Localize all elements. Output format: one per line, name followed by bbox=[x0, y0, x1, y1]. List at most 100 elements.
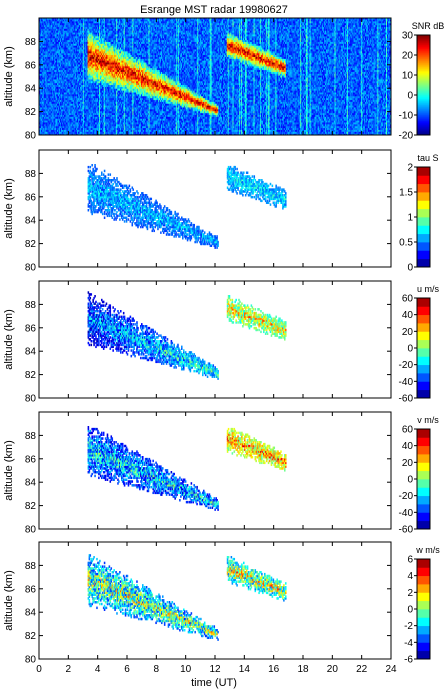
colorbar-swatch bbox=[417, 512, 430, 522]
colorbar-swatch bbox=[417, 437, 430, 447]
colorbar-swatch bbox=[417, 175, 430, 185]
colorbar-units-label: tau S bbox=[417, 153, 438, 163]
colorbar-swatch bbox=[417, 97, 430, 100]
y-tick-label: 80 bbox=[25, 525, 37, 536]
heatmap-SNR bbox=[39, 18, 391, 135]
colorbar-swatch bbox=[417, 121, 430, 124]
colorbar-frame bbox=[416, 34, 431, 136]
y-tick-label: 86 bbox=[25, 192, 37, 203]
heatmap-w bbox=[87, 554, 287, 641]
heatmap-v bbox=[87, 426, 287, 511]
colorbar-swatch bbox=[417, 103, 430, 106]
colorbar-tick-label: -20 bbox=[399, 491, 414, 502]
colorbar-swatch bbox=[417, 454, 430, 463]
colorbar-swatch bbox=[417, 113, 430, 116]
colorbar-swatch bbox=[417, 101, 430, 104]
plot-area-w bbox=[39, 542, 391, 659]
colorbar-swatch bbox=[417, 306, 430, 316]
colorbar-swatch bbox=[417, 67, 430, 70]
y-tick-label: 88 bbox=[25, 300, 37, 311]
colorbar-tick-label: 0.5 bbox=[399, 238, 413, 249]
y-tick-label: 80 bbox=[25, 655, 37, 666]
colorbar-swatch bbox=[417, 119, 430, 122]
colorbar-swatch bbox=[417, 200, 430, 210]
colorbar-tick-label: -6 bbox=[404, 655, 413, 666]
colorbar-tick-label: -60 bbox=[399, 394, 414, 405]
colorbar-tick-label: 0 bbox=[407, 344, 413, 355]
y-axis-label: altitude (km) bbox=[3, 570, 15, 631]
panel-v: 80 82 84 86 88 altitude (km) -60 -40 -20 0 20 40 60v… bbox=[3, 411, 439, 536]
panel-w: 0 2 4 6 8 10 12 14 16 18 20 22 248082848688altitude … bbox=[3, 541, 440, 675]
colorbar-swatch bbox=[417, 39, 430, 42]
x-tick-label: 18 bbox=[297, 664, 309, 675]
colorbar-swatch bbox=[417, 125, 430, 128]
colorbar-tick-label: 0 bbox=[407, 605, 413, 616]
x-tick-label: 20 bbox=[327, 664, 339, 675]
y-tick-label: 82 bbox=[25, 631, 37, 642]
colorbar-swatch bbox=[417, 445, 430, 455]
colorbar-tick-label: 0 bbox=[407, 91, 413, 102]
colorbar-swatch bbox=[417, 71, 430, 74]
colorbar-swatch bbox=[417, 63, 430, 66]
colorbar-swatch bbox=[417, 105, 430, 108]
heatmap-u bbox=[87, 291, 287, 380]
x-tick-label: 16 bbox=[268, 664, 280, 675]
colorbar-swatch bbox=[417, 208, 430, 218]
colorbar-swatch bbox=[417, 49, 430, 52]
colorbar-tick-label: -40 bbox=[399, 377, 414, 388]
colorbar-swatch bbox=[417, 61, 430, 64]
colorbar-swatch bbox=[417, 479, 430, 488]
colorbar-swatch bbox=[417, 373, 430, 382]
x-tick-label: 0 bbox=[36, 664, 42, 675]
colorbar-swatch bbox=[417, 250, 430, 260]
colorbar-tick-label: 1.5 bbox=[399, 188, 413, 199]
colorbar-swatch bbox=[417, 592, 430, 602]
colorbar-swatch bbox=[417, 217, 430, 226]
colorbar-tick-label: 30 bbox=[402, 31, 414, 42]
colorbar-swatch bbox=[417, 625, 430, 635]
colorbar-swatch bbox=[417, 133, 430, 136]
colorbar-swatch bbox=[417, 73, 430, 76]
x-tick-label: 6 bbox=[124, 664, 130, 675]
x-tick-label: 14 bbox=[239, 664, 251, 675]
colorbar-swatch bbox=[417, 117, 430, 120]
colorbar-swatch bbox=[417, 35, 430, 38]
colorbar-swatch bbox=[417, 233, 430, 243]
colorbar-swatch bbox=[417, 53, 430, 56]
y-tick-label: 84 bbox=[25, 478, 37, 489]
colorbar-swatch bbox=[417, 559, 430, 568]
colorbar-swatch bbox=[417, 356, 430, 366]
colorbar-swatch bbox=[417, 81, 430, 84]
colorbar-swatch bbox=[417, 462, 430, 472]
colorbar-units-label: SNR dB bbox=[412, 21, 445, 31]
colorbar-swatch bbox=[417, 51, 430, 54]
x-axis-label: time (UT) bbox=[191, 677, 237, 689]
y-tick-label: 86 bbox=[25, 60, 37, 71]
colorbar-swatch bbox=[417, 504, 430, 513]
colorbar-swatch bbox=[417, 65, 430, 68]
x-tick-label: 10 bbox=[180, 664, 192, 675]
colorbar-tick-label: 60 bbox=[402, 294, 414, 305]
y-tick-label: 84 bbox=[25, 84, 37, 95]
y-tick-label: 88 bbox=[25, 37, 37, 48]
y-tick-label: 80 bbox=[25, 263, 37, 274]
colorbar-swatch bbox=[417, 85, 430, 88]
y-tick-label: 84 bbox=[25, 608, 37, 619]
chart-title: Esrange MST radar 19980627 bbox=[140, 4, 288, 16]
colorbar-u: -60 -40 -20 0 20 40 60u m/s bbox=[399, 284, 440, 405]
colorbar-swatch bbox=[417, 91, 430, 94]
x-tick-label: 22 bbox=[356, 664, 368, 675]
colorbar-swatch bbox=[417, 83, 430, 86]
colorbar-swatch bbox=[417, 107, 430, 110]
colorbar-swatch bbox=[417, 323, 430, 332]
colorbar-tick-label: -2 bbox=[404, 621, 413, 632]
colorbar-swatch bbox=[417, 131, 430, 134]
y-tick-label: 80 bbox=[25, 131, 37, 142]
colorbar-tick-label: 20 bbox=[402, 458, 414, 469]
colorbar-swatch bbox=[417, 225, 430, 235]
y-tick-label: 88 bbox=[25, 561, 37, 572]
colorbar-tick-label: 60 bbox=[402, 425, 414, 436]
colorbar-swatch bbox=[417, 600, 430, 610]
y-tick-label: 82 bbox=[25, 107, 37, 118]
